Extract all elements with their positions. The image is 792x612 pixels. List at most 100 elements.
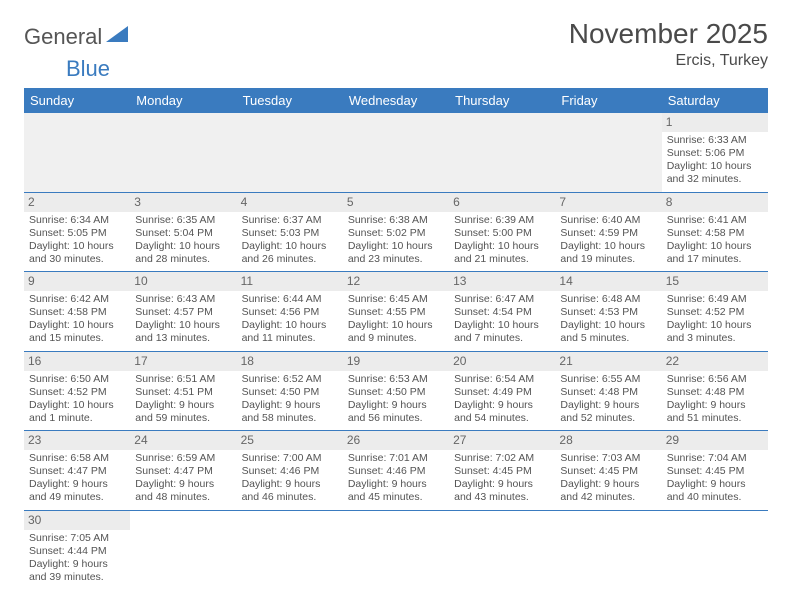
sunset-text: Sunset: 4:52 PM: [667, 306, 763, 319]
sunset-text: Sunset: 4:44 PM: [29, 545, 125, 558]
day-number: 12: [343, 272, 449, 291]
day-number: 8: [662, 193, 768, 212]
col-saturday: Saturday: [662, 88, 768, 113]
daylight-text: Daylight: 9 hours and 42 minutes.: [560, 478, 656, 504]
empty-cell: [237, 113, 343, 192]
sunset-text: Sunset: 5:06 PM: [667, 147, 763, 160]
day-number: 20: [449, 352, 555, 371]
sunset-text: Sunset: 4:47 PM: [135, 465, 231, 478]
sunrise-text: Sunrise: 6:49 AM: [667, 293, 763, 306]
week-row: 2Sunrise: 6:34 AMSunset: 5:05 PMDaylight…: [24, 192, 768, 272]
empty-cell: [343, 510, 449, 589]
sunrise-text: Sunrise: 7:03 AM: [560, 452, 656, 465]
week-row: 23Sunrise: 6:58 AMSunset: 4:47 PMDayligh…: [24, 431, 768, 511]
week-row: 30Sunrise: 7:05 AMSunset: 4:44 PMDayligh…: [24, 510, 768, 589]
day-number: 2: [24, 193, 130, 212]
sunset-text: Sunset: 4:49 PM: [454, 386, 550, 399]
daylight-text: Daylight: 10 hours and 23 minutes.: [348, 240, 444, 266]
sunset-text: Sunset: 4:45 PM: [560, 465, 656, 478]
day-cell: 26Sunrise: 7:01 AMSunset: 4:46 PMDayligh…: [343, 431, 449, 511]
sunset-text: Sunset: 5:02 PM: [348, 227, 444, 240]
day-number: 3: [130, 193, 236, 212]
day-cell: 29Sunrise: 7:04 AMSunset: 4:45 PMDayligh…: [662, 431, 768, 511]
sunrise-text: Sunrise: 6:50 AM: [29, 373, 125, 386]
day-number: 30: [24, 511, 130, 530]
day-cell: 16 Sunrise: 6:50 AMSunset: 4:52 PMDayligh…: [24, 351, 130, 431]
day-number: 7: [555, 193, 661, 212]
sunset-text: Sunset: 4:57 PM: [135, 306, 231, 319]
empty-cell: [24, 113, 130, 192]
sunrise-text: Sunrise: 6:47 AM: [454, 293, 550, 306]
daylight-text: Daylight: 10 hours and 11 minutes.: [242, 319, 338, 345]
day-cell: 17Sunrise: 6:51 AMSunset: 4:51 PMDayligh…: [130, 351, 236, 431]
day-number: 25: [237, 431, 343, 450]
sunrise-text: Sunrise: 7:04 AM: [667, 452, 763, 465]
sunrise-text: Sunrise: 6:42 AM: [29, 293, 125, 306]
day-cell: 19Sunrise: 6:53 AMSunset: 4:50 PMDayligh…: [343, 351, 449, 431]
daylight-text: Daylight: 10 hours and 15 minutes.: [29, 319, 125, 345]
daylight-text: Daylight: 9 hours and 52 minutes.: [560, 399, 656, 425]
sunset-text: Sunset: 4:46 PM: [348, 465, 444, 478]
sunrise-text: Sunrise: 7:01 AM: [348, 452, 444, 465]
sunset-text: Sunset: 4:59 PM: [560, 227, 656, 240]
day-number: 18: [237, 352, 343, 371]
sunrise-text: Sunrise: 6:59 AM: [135, 452, 231, 465]
sunrise-text: Sunrise: 6:43 AM: [135, 293, 231, 306]
day-cell: 13Sunrise: 6:47 AMSunset: 4:54 PMDayligh…: [449, 272, 555, 352]
day-cell: 28Sunrise: 7:03 AMSunset: 4:45 PMDayligh…: [555, 431, 661, 511]
daylight-text: Daylight: 10 hours and 3 minutes.: [667, 319, 763, 345]
sunrise-text: Sunrise: 7:00 AM: [242, 452, 338, 465]
daylight-text: Daylight: 10 hours and 1 minute.: [29, 399, 125, 425]
day-number: 11: [237, 272, 343, 291]
sunrise-text: Sunrise: 6:41 AM: [667, 214, 763, 227]
daylight-text: Daylight: 10 hours and 7 minutes.: [454, 319, 550, 345]
daylight-text: Daylight: 10 hours and 30 minutes.: [29, 240, 125, 266]
day-cell: 27Sunrise: 7:02 AMSunset: 4:45 PMDayligh…: [449, 431, 555, 511]
day-cell: 2Sunrise: 6:34 AMSunset: 5:05 PMDaylight…: [24, 192, 130, 272]
daylight-text: Daylight: 10 hours and 13 minutes.: [135, 319, 231, 345]
daylight-text: Daylight: 10 hours and 19 minutes.: [560, 240, 656, 266]
col-friday: Friday: [555, 88, 661, 113]
daylight-text: Daylight: 10 hours and 9 minutes.: [348, 319, 444, 345]
day-cell: 9Sunrise: 6:42 AMSunset: 4:58 PMDaylight…: [24, 272, 130, 352]
sunset-text: Sunset: 4:45 PM: [667, 465, 763, 478]
day-number: 23: [24, 431, 130, 450]
sunrise-text: Sunrise: 6:53 AM: [348, 373, 444, 386]
daylight-text: Daylight: 10 hours and 5 minutes.: [560, 319, 656, 345]
day-number: 16: [24, 352, 130, 371]
sunrise-text: Sunrise: 6:56 AM: [667, 373, 763, 386]
sunrise-text: Sunrise: 6:52 AM: [242, 373, 338, 386]
empty-cell: [555, 510, 661, 589]
day-cell: 8Sunrise: 6:41 AMSunset: 4:58 PMDaylight…: [662, 192, 768, 272]
empty-cell: [237, 510, 343, 589]
day-number: 24: [130, 431, 236, 450]
sunset-text: Sunset: 5:04 PM: [135, 227, 231, 240]
sunset-text: Sunset: 4:58 PM: [667, 227, 763, 240]
daylight-text: Daylight: 9 hours and 58 minutes.: [242, 399, 338, 425]
day-cell: 14Sunrise: 6:48 AMSunset: 4:53 PMDayligh…: [555, 272, 661, 352]
sunrise-text: Sunrise: 6:34 AM: [29, 214, 125, 227]
empty-cell: [343, 113, 449, 192]
sunset-text: Sunset: 4:52 PM: [29, 386, 125, 399]
sunrise-text: Sunrise: 6:45 AM: [348, 293, 444, 306]
daylight-text: Daylight: 10 hours and 21 minutes.: [454, 240, 550, 266]
day-number: 26: [343, 431, 449, 450]
sunset-text: Sunset: 4:50 PM: [348, 386, 444, 399]
day-cell: 6Sunrise: 6:39 AMSunset: 5:00 PMDaylight…: [449, 192, 555, 272]
day-cell: 18 Sunrise: 6:52 AMSunset: 4:50 PMDayligh…: [237, 351, 343, 431]
sunset-text: Sunset: 4:50 PM: [242, 386, 338, 399]
day-number: 6: [449, 193, 555, 212]
sunset-text: Sunset: 4:54 PM: [454, 306, 550, 319]
sunrise-text: Sunrise: 6:35 AM: [135, 214, 231, 227]
sunset-text: Sunset: 4:56 PM: [242, 306, 338, 319]
day-cell: 24Sunrise: 6:59 AMSunset: 4:47 PMDayligh…: [130, 431, 236, 511]
day-number: 19: [343, 352, 449, 371]
sunrise-text: Sunrise: 7:02 AM: [454, 452, 550, 465]
daylight-text: Daylight: 9 hours and 43 minutes.: [454, 478, 550, 504]
day-number: 21: [555, 352, 661, 371]
sunset-text: Sunset: 4:55 PM: [348, 306, 444, 319]
sunrise-text: Sunrise: 6:37 AM: [242, 214, 338, 227]
logo: General: [24, 18, 132, 50]
day-cell: 10Sunrise: 6:43 AMSunset: 4:57 PMDayligh…: [130, 272, 236, 352]
sunset-text: Sunset: 5:00 PM: [454, 227, 550, 240]
